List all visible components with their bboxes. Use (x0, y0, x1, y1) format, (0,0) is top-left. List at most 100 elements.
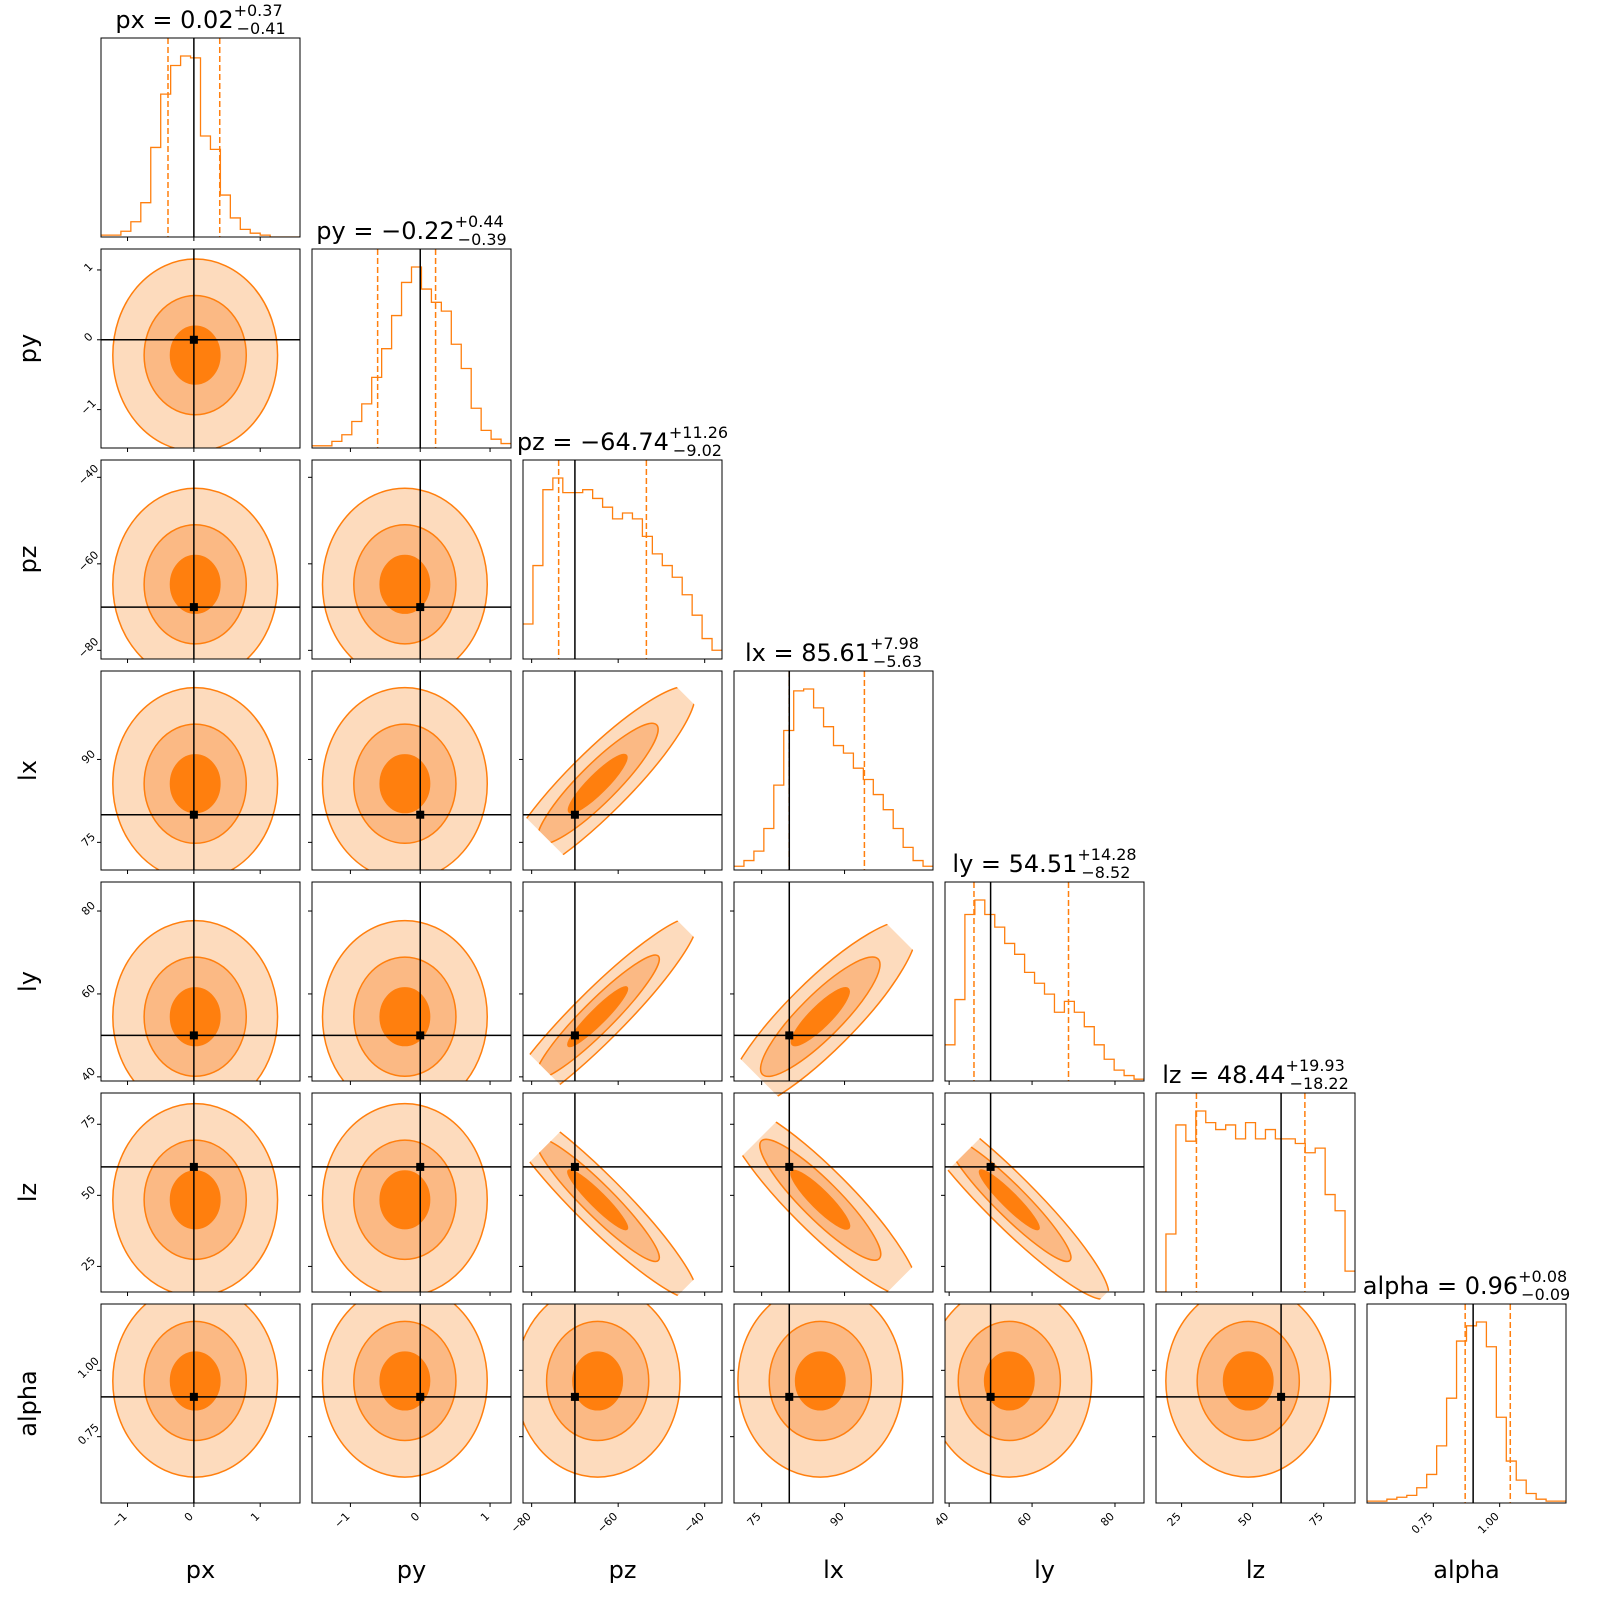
x-axis-label-alpha: alpha (1433, 1556, 1500, 1584)
panel-ly-vs-ly (944, 881, 1145, 1085)
contour-inner (169, 554, 221, 614)
y-tick-label: −60 (76, 549, 102, 575)
contour-inner (567, 1169, 629, 1231)
truth-marker (570, 1031, 579, 1040)
panel-frame (733, 670, 934, 871)
panel-lz-vs-lz (1155, 1092, 1356, 1296)
x-tick-label: 50 (1236, 1510, 1255, 1529)
y-tick-label: 0 (81, 330, 95, 344)
y-axis-label-lz: lz (14, 1183, 42, 1202)
x-tick-label: −80 (508, 1510, 534, 1536)
panel-title-lz: lz = 48.44+19.93 −18.22 (1162, 1056, 1349, 1093)
truth-marker (416, 603, 425, 612)
panel-alpha-vs-py: −1 0 1 (308, 1303, 512, 1531)
panel-alpha-vs-px: −1 0 1 0.75 1.00 (75, 1303, 301, 1531)
y-axis-label-ly: ly (14, 971, 42, 992)
contour-inner (567, 753, 628, 814)
panel-frame (100, 881, 301, 1082)
truth-marker (986, 1162, 995, 1171)
panel-frame (733, 1303, 934, 1504)
panel-ly-vs-pz (497, 881, 723, 1115)
x-tick-label: 1 (248, 1510, 262, 1524)
panel-py-vs-py (311, 248, 512, 452)
panel-pz-vs-pz (522, 459, 723, 663)
truth-marker (189, 335, 198, 344)
contour-inner (169, 1170, 221, 1230)
panel-title-py: py = −0.22+0.44 −0.39 (316, 212, 506, 249)
panel-lz-vs-lx (722, 1092, 934, 1298)
panel-frame (311, 459, 512, 660)
panel-lz-vs-ly (909, 1092, 1145, 1300)
y-tick-label: 75 (79, 1112, 98, 1131)
truth-marker (785, 1031, 794, 1040)
panel-frame (522, 881, 723, 1082)
x-tick-label: 0.75 (1409, 1510, 1436, 1537)
truth-marker (785, 1392, 794, 1401)
truth-marker (785, 1162, 794, 1171)
truth-marker (416, 1392, 425, 1401)
contour-inner (978, 1169, 1040, 1231)
x-axis-label-lx: lx (823, 1556, 844, 1584)
y-tick-label: −40 (76, 462, 102, 488)
truth-marker (986, 1392, 995, 1401)
panel-frame (100, 37, 301, 238)
contour-inner (567, 986, 629, 1048)
truth-marker (189, 1031, 198, 1040)
panel-frame (522, 1092, 723, 1293)
panel-lz-vs-py (308, 1092, 512, 1296)
panel-lx-vs-lx (733, 670, 934, 874)
y-tick-label: −1 (78, 397, 99, 418)
panel-lx-vs-py (308, 670, 512, 874)
panel-frame (944, 1303, 1145, 1504)
panel-alpha-vs-ly: 40 60 80 (932, 1303, 1145, 1529)
x-tick-label: −60 (595, 1510, 621, 1536)
panel-frame (944, 1092, 1145, 1293)
x-tick-label: 75 (745, 1510, 764, 1529)
panel-lz-vs-px: 25 50 75 (79, 1092, 301, 1296)
contour-inner (572, 1351, 624, 1411)
contour-inner (169, 754, 221, 814)
panel-frame (100, 1092, 301, 1293)
panel-py-vs-px: −1 0 1 (78, 248, 301, 452)
x-tick-label: −40 (681, 1510, 707, 1536)
panel-frame (522, 459, 723, 660)
panel-lz-vs-pz (497, 1092, 723, 1300)
x-axis-label-pz: pz (609, 1556, 637, 1584)
panel-ly-vs-px: 40 60 80 (79, 881, 301, 1085)
contour-inner (169, 325, 221, 385)
x-tick-label: 90 (828, 1510, 847, 1529)
y-tick-label: 60 (79, 982, 98, 1001)
truth-marker (189, 603, 198, 612)
histogram-py (312, 266, 511, 447)
contour-inner (379, 987, 431, 1047)
histogram-alpha (1367, 1321, 1566, 1502)
panel-frame (733, 1092, 934, 1293)
panel-lx-vs-pz (499, 670, 723, 882)
x-tick-label: 0 (408, 1510, 422, 1524)
y-tick-label: 25 (79, 1254, 98, 1273)
panel-alpha-vs-lz: 25 50 75 (1152, 1303, 1356, 1529)
panel-frame (100, 670, 301, 871)
contour-inner (794, 1351, 846, 1411)
y-axis-label-alpha: alpha (14, 1370, 42, 1437)
contour-inner (169, 1351, 221, 1411)
contour-inner (379, 754, 431, 814)
truth-marker (570, 1392, 579, 1401)
contour-inner (983, 1351, 1035, 1411)
x-axis-label-lz: lz (1246, 1556, 1265, 1584)
panel-title-px: px = 0.02+0.37 −0.41 (115, 1, 285, 38)
histogram-lx (734, 688, 933, 867)
truth-marker (416, 1162, 425, 1171)
panel-alpha-vs-pz: −80 −60 −40 (508, 1303, 723, 1536)
y-tick-label: 40 (79, 1065, 98, 1084)
truth-marker (189, 1162, 198, 1171)
y-tick-label: 90 (79, 747, 98, 766)
panel-frame (733, 881, 934, 1082)
panel-frame (311, 248, 512, 449)
truth-marker (570, 810, 579, 819)
x-tick-label: −1 (109, 1510, 130, 1531)
panel-frame (311, 1303, 512, 1504)
panel-frame (522, 1303, 723, 1504)
y-tick-label: 75 (79, 830, 98, 849)
